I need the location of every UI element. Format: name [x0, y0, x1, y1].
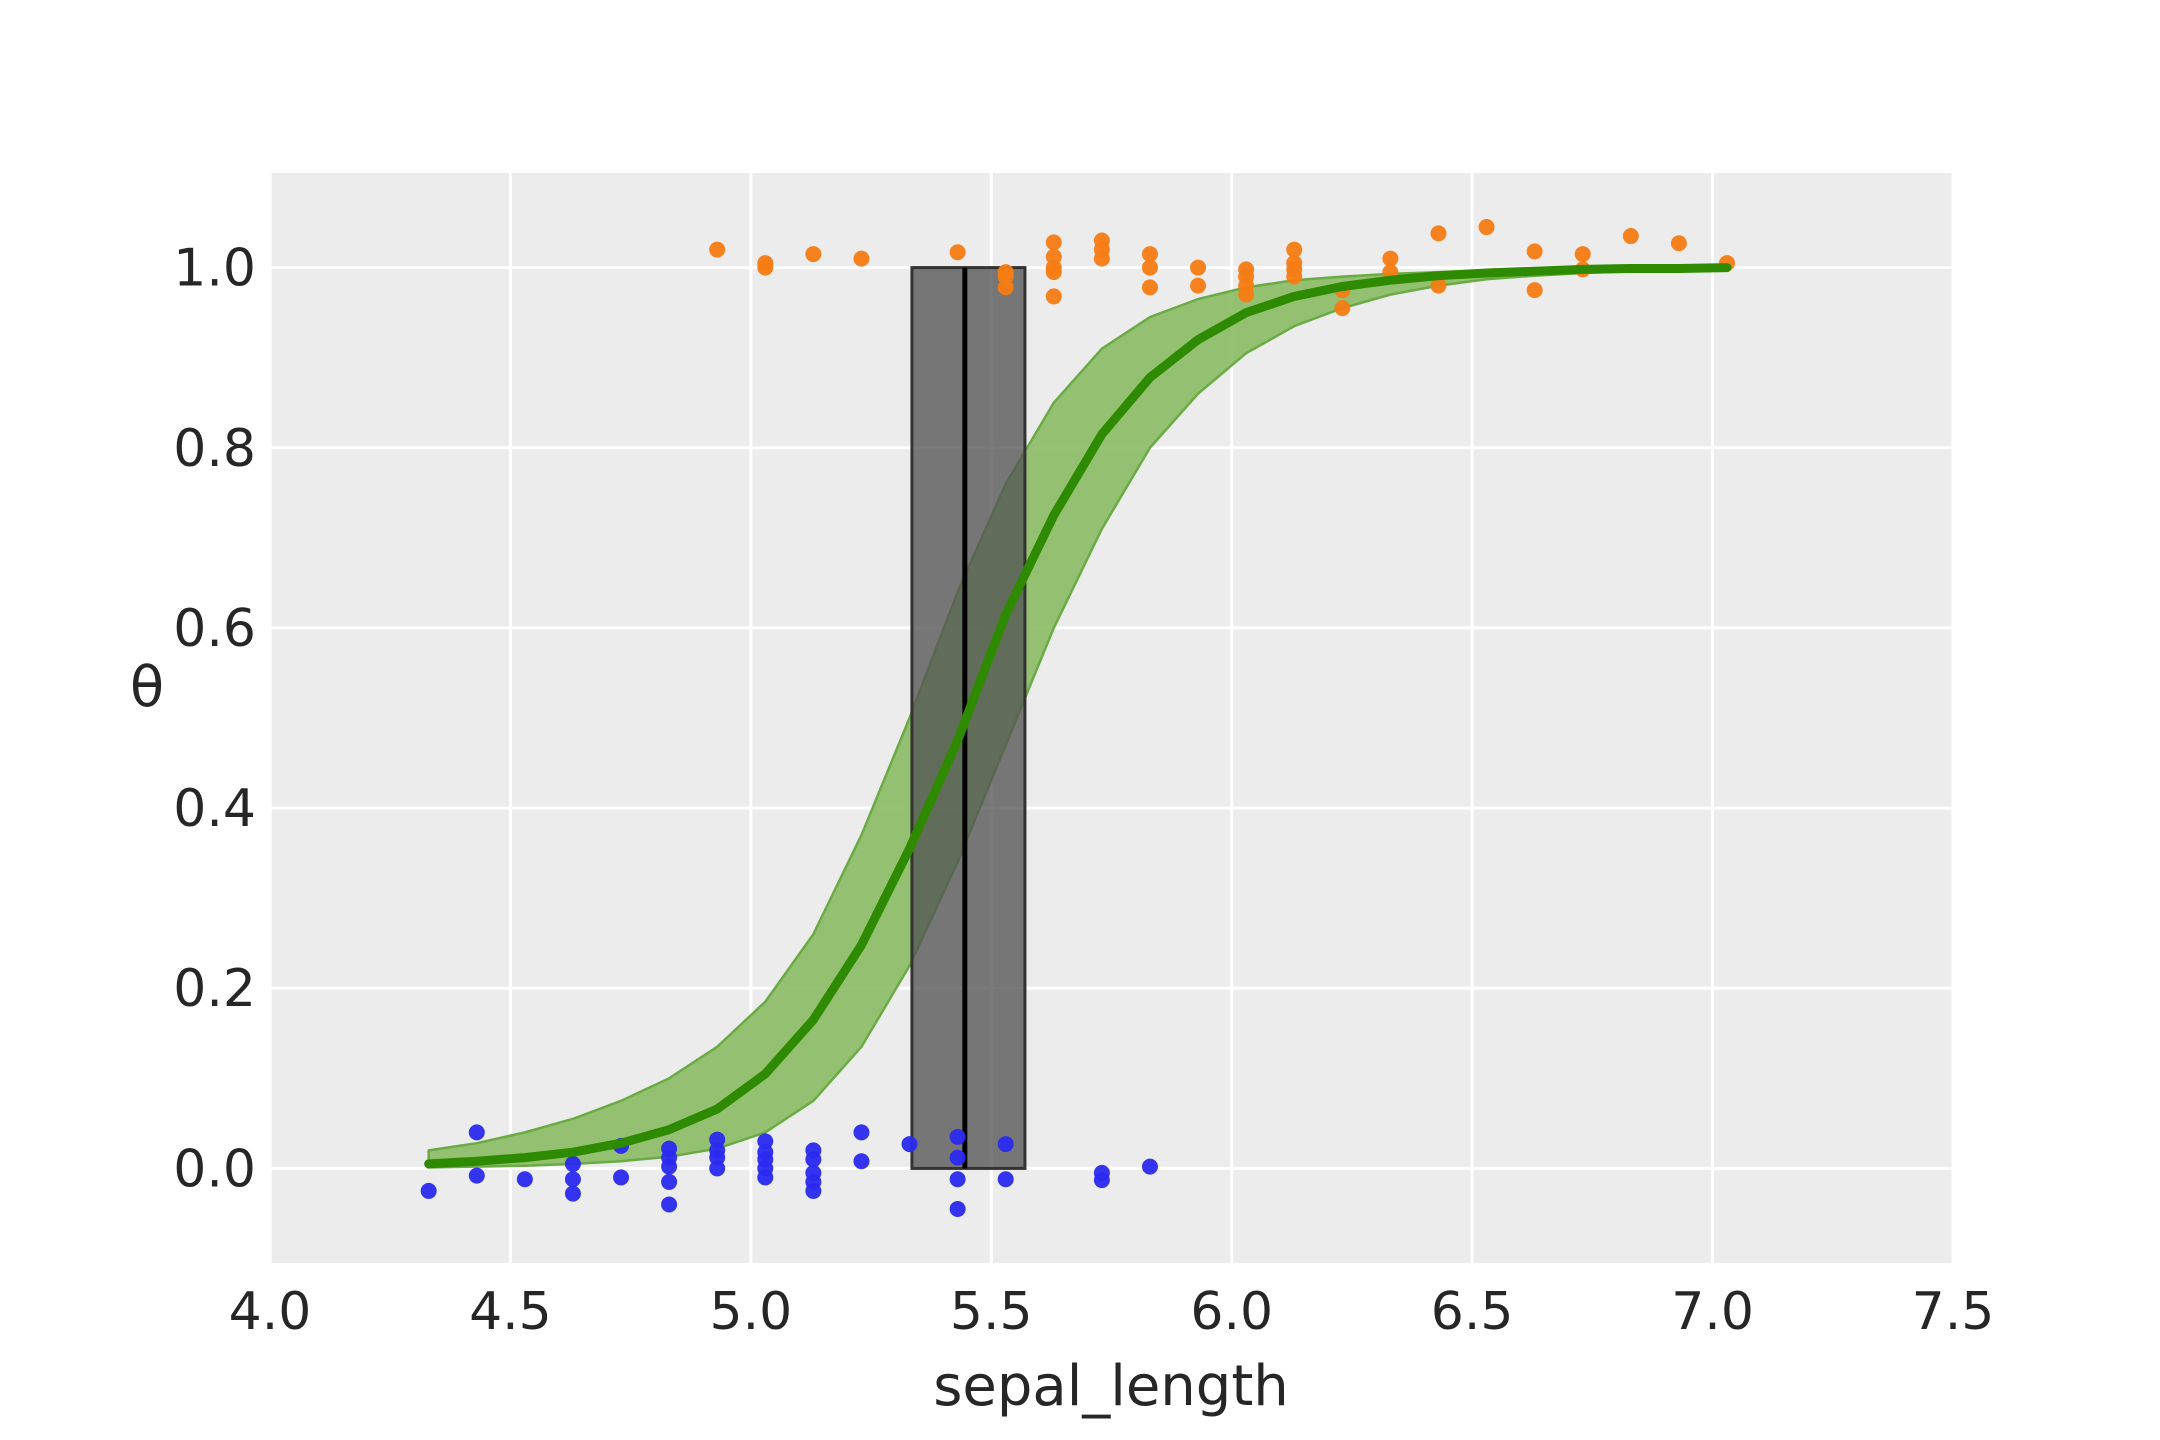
x-axis-label: sepal_length	[933, 1354, 1289, 1419]
data-point	[420, 1182, 437, 1199]
data-point	[1334, 300, 1351, 317]
tick-labels: 4.0 4.5 5.0 5.5 6.0 6.5 7.0 7.5 0.0 0.2 0.4 0.6 0.8 1…	[173, 239, 1994, 1342]
y-tick-label: 0.6	[173, 599, 256, 659]
data-point	[853, 1153, 870, 1170]
data-point	[949, 1200, 966, 1217]
y-tick-label: 0.2	[173, 959, 256, 1019]
data-point	[853, 250, 870, 267]
data-point	[1478, 219, 1495, 236]
data-point	[997, 279, 1014, 296]
data-point	[1622, 228, 1639, 245]
data-point	[709, 1160, 726, 1177]
data-point	[757, 1169, 774, 1186]
data-point	[1526, 282, 1543, 299]
data-point	[1574, 246, 1591, 263]
y-tick-label: 0.0	[173, 1139, 256, 1199]
data-point	[1141, 279, 1158, 296]
data-point	[1141, 259, 1158, 276]
data-point	[1093, 1172, 1110, 1189]
data-point	[1526, 243, 1543, 260]
data-point	[468, 1167, 485, 1184]
x-tick-label: 7.0	[1671, 1282, 1754, 1342]
data-point	[1190, 259, 1207, 276]
data-point	[949, 244, 966, 261]
data-point	[1190, 277, 1207, 294]
data-point	[949, 1128, 966, 1145]
data-point	[949, 1149, 966, 1166]
data-point	[1045, 264, 1062, 281]
data-point	[1286, 268, 1303, 285]
x-tick-label: 7.5	[1912, 1282, 1995, 1342]
data-point	[613, 1169, 630, 1186]
data-point	[757, 259, 774, 276]
data-point	[564, 1185, 581, 1202]
data-point	[1286, 241, 1303, 258]
data-point	[1093, 250, 1110, 267]
x-tick-label: 6.0	[1190, 1282, 1273, 1342]
x-tick-label: 6.5	[1431, 1282, 1514, 1342]
x-tick-label: 4.5	[469, 1282, 552, 1342]
data-point	[1382, 250, 1399, 267]
data-point	[1045, 288, 1062, 305]
data-point	[1141, 246, 1158, 263]
data-point	[661, 1173, 678, 1190]
data-point	[1430, 277, 1447, 294]
data-point	[997, 1136, 1014, 1153]
data-point	[901, 1136, 918, 1153]
data-point	[661, 1158, 678, 1175]
data-point	[805, 1151, 822, 1168]
y-tick-label: 0.4	[173, 779, 256, 839]
data-point	[1238, 286, 1255, 303]
data-point	[468, 1124, 485, 1141]
data-point	[1141, 1158, 1158, 1175]
data-point	[805, 1182, 822, 1199]
fit-line	[424, 263, 1732, 1169]
data-point	[1045, 234, 1062, 251]
data-point	[564, 1155, 581, 1172]
y-tick-label: 1.0	[173, 239, 256, 299]
data-point	[516, 1171, 533, 1188]
plot-background	[270, 173, 1953, 1263]
data-point	[853, 1124, 870, 1141]
x-tick-label: 4.0	[229, 1282, 312, 1342]
data-point	[709, 241, 726, 258]
y-axis-label: θ	[130, 655, 164, 720]
data-point	[949, 1171, 966, 1188]
data-point	[661, 1196, 678, 1213]
data-point	[805, 246, 822, 263]
fit-curve-layer	[424, 263, 1732, 1169]
data-point	[1670, 235, 1687, 252]
data-point	[564, 1171, 581, 1188]
y-tick-label: 0.8	[173, 419, 256, 479]
x-tick-label: 5.0	[710, 1282, 793, 1342]
x-tick-label: 5.5	[950, 1282, 1033, 1342]
data-point	[1430, 225, 1447, 242]
data-point	[997, 1171, 1014, 1188]
